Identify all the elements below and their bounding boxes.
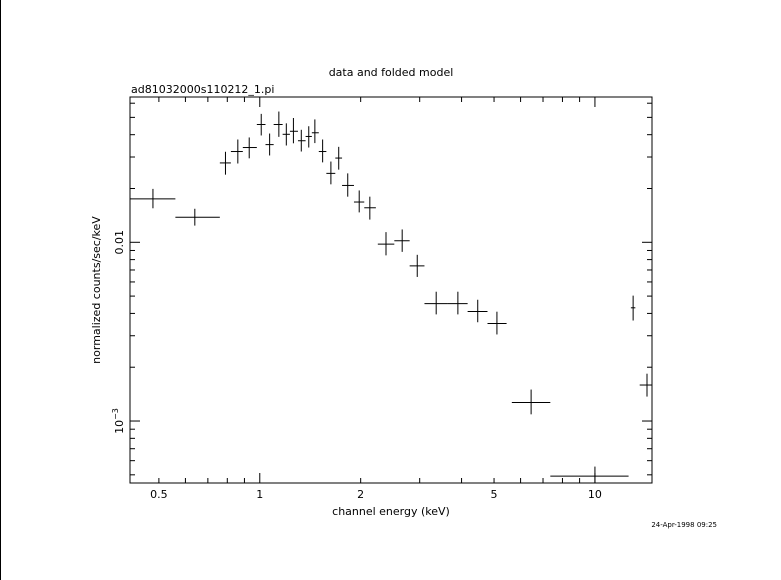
data-point <box>409 254 425 277</box>
chart-title: data and folded model <box>329 66 454 79</box>
data-point <box>242 137 257 159</box>
data-point <box>447 291 468 315</box>
y-tick-labels: 0.01 10−3 <box>111 230 126 434</box>
data-point <box>297 129 306 152</box>
data-point <box>175 208 220 226</box>
data-point <box>424 291 448 315</box>
x-tick-label: 1 <box>256 488 263 501</box>
data-point <box>230 139 243 164</box>
plot-frame <box>129 96 653 484</box>
y-tick-label: 0.01 <box>113 230 126 255</box>
data-point <box>318 139 327 163</box>
x-tick-label: 5 <box>491 488 498 501</box>
data-point <box>256 113 266 136</box>
data-points <box>130 111 652 483</box>
data-point <box>273 111 283 137</box>
y-tick-exponent: −3 <box>111 408 120 420</box>
data-point <box>335 146 343 170</box>
data-point <box>130 188 176 209</box>
data-point <box>550 466 629 483</box>
y-axis-ticks <box>130 102 652 476</box>
y-axis-label: normalized counts/sec/keV <box>90 216 103 364</box>
data-point <box>639 373 652 397</box>
x-tick-label: 2 <box>357 488 364 501</box>
data-point <box>394 229 410 252</box>
data-point <box>289 117 298 144</box>
y-tick-label: 10−3 <box>111 408 126 434</box>
x-tick-label: 10 <box>588 488 602 501</box>
chart-subtitle: ad81032000s110212_1.pi <box>131 83 274 96</box>
data-point <box>265 133 274 156</box>
data-point <box>282 123 290 146</box>
data-point <box>326 161 336 185</box>
data-point <box>219 151 231 175</box>
data-point <box>364 196 376 220</box>
x-tick-labels: 0.5 1 2 5 10 <box>150 488 602 501</box>
data-point <box>353 190 365 213</box>
x-axis-label: channel energy (keV) <box>332 505 450 518</box>
x-axis-ticks <box>158 97 596 483</box>
data-point <box>342 173 354 197</box>
data-point <box>487 311 507 335</box>
x-tick-label: 0.5 <box>150 488 168 501</box>
data-point <box>511 389 551 415</box>
data-point <box>305 126 312 148</box>
window-left-edge <box>0 0 1 580</box>
data-point <box>377 232 395 256</box>
data-point <box>630 295 636 321</box>
data-point <box>311 119 319 144</box>
data-point <box>467 299 488 323</box>
timestamp: 24-Apr-1998 09:25 <box>651 521 717 529</box>
